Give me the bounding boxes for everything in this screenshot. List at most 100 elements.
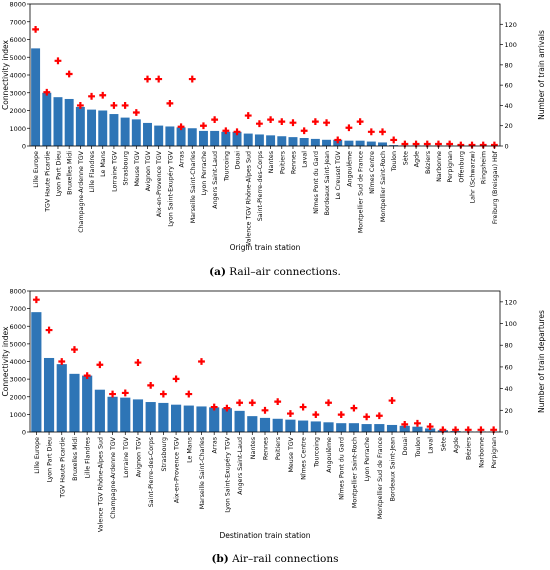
x-tick-label: Lyon Perrache bbox=[364, 437, 371, 481]
bar bbox=[120, 117, 130, 146]
marker-point bbox=[76, 102, 84, 109]
x-tick-label: Avignon TGV bbox=[135, 436, 142, 477]
bar bbox=[378, 142, 387, 146]
marker-point bbox=[256, 120, 263, 128]
bar bbox=[75, 106, 85, 146]
bar bbox=[131, 119, 141, 146]
caption-b: (b) Air–rail connections bbox=[0, 553, 550, 565]
bar bbox=[82, 375, 93, 432]
bar bbox=[285, 419, 296, 432]
x-tick-label: Strasbourg bbox=[161, 437, 168, 472]
marker-point bbox=[132, 109, 140, 116]
bar bbox=[171, 404, 182, 432]
x-tick-label: Bordeaux Saint-Jean bbox=[390, 437, 397, 501]
x-axis-label: Origin train station bbox=[230, 243, 301, 252]
y2-tick-label: 20 bbox=[505, 122, 513, 130]
marker-point bbox=[300, 127, 308, 135]
y-tick-label: 4000 bbox=[9, 358, 26, 366]
y-tick-label: 0 bbox=[22, 143, 26, 151]
bar bbox=[425, 428, 436, 432]
marker-point bbox=[198, 358, 205, 365]
y-tick-label: 7000 bbox=[9, 18, 26, 26]
chart-0: 0 1000 2000 3000 4000 5000 6000 7000 8000 0 20 40 60… bbox=[1, 1, 546, 253]
y2-tick-label: 80 bbox=[505, 342, 513, 350]
bar bbox=[143, 122, 152, 146]
x-axis-label: Destination train station bbox=[219, 531, 310, 540]
marker-point bbox=[99, 91, 107, 99]
x-tick-label: Rennes bbox=[290, 151, 297, 174]
x-tick-label: Lyon Saint-Exupéry TGV bbox=[166, 150, 174, 226]
y2-tick-label: 120 bbox=[505, 298, 517, 306]
marker-point bbox=[211, 116, 219, 124]
y-tick-label: 7000 bbox=[9, 305, 26, 313]
bar bbox=[277, 136, 287, 146]
marker-point bbox=[299, 403, 307, 411]
marker-point bbox=[144, 75, 151, 83]
x-tick-label: Angoulême bbox=[345, 151, 353, 187]
x-tick-label: Valence TGV Rhône-Alpes Sud bbox=[245, 151, 253, 246]
bar bbox=[31, 312, 42, 432]
bar bbox=[412, 426, 423, 432]
marker-point bbox=[222, 127, 230, 135]
bar bbox=[366, 141, 376, 146]
bar bbox=[43, 357, 55, 432]
bar bbox=[64, 98, 74, 146]
bar bbox=[42, 92, 52, 146]
x-tick-label: Marseille Saint-Charles bbox=[190, 151, 197, 223]
marker-point bbox=[261, 406, 269, 414]
marker-point bbox=[350, 404, 358, 412]
x-tick-label: Lyon Perrache bbox=[201, 151, 208, 195]
y2-tick-label: 100 bbox=[505, 41, 517, 49]
bar bbox=[348, 423, 359, 432]
marker-point bbox=[375, 412, 383, 420]
x-tick-label: Nîmes Centre bbox=[368, 151, 376, 194]
x-tick-label: Meuse TGV bbox=[288, 436, 295, 472]
x-tick-label: Meuse TGV bbox=[134, 150, 141, 186]
marker-point bbox=[248, 399, 256, 407]
bar bbox=[386, 424, 398, 432]
x-tick-label: Agde bbox=[414, 151, 421, 167]
bar bbox=[221, 408, 232, 432]
bar bbox=[247, 416, 258, 432]
caption-a: (a) Rail–air connections. bbox=[0, 266, 550, 278]
x-tick-label: Laval bbox=[302, 151, 309, 168]
x-tick-label: Nantes bbox=[268, 151, 275, 173]
y-tick-label: 5000 bbox=[9, 54, 26, 62]
y-tick-label: 1000 bbox=[9, 411, 26, 419]
bar bbox=[56, 364, 67, 432]
bar bbox=[165, 126, 175, 146]
marker-point bbox=[147, 381, 155, 389]
bar bbox=[158, 402, 169, 432]
marker-point bbox=[401, 421, 409, 428]
x-tick-label: Montpellier Saint-Roch bbox=[380, 151, 387, 222]
marker-point bbox=[274, 398, 282, 406]
marker-point bbox=[390, 136, 398, 144]
x-tick-label: Nîmes Pont du Gard bbox=[312, 151, 320, 214]
marker-point bbox=[32, 296, 40, 304]
y-tick-label: 0 bbox=[22, 429, 26, 437]
marker-point bbox=[278, 118, 286, 126]
y2-axis-label: Number of train arrivals bbox=[537, 30, 546, 120]
x-tick-label: Sète bbox=[401, 151, 409, 165]
marker-point bbox=[289, 119, 297, 127]
y2-tick-label: 0 bbox=[505, 429, 509, 437]
bar bbox=[183, 405, 194, 432]
marker-point bbox=[267, 116, 274, 124]
caption-a-text: Rail–air connections. bbox=[229, 266, 341, 278]
marker-point bbox=[88, 92, 95, 100]
x-tick-label: Arras bbox=[179, 151, 186, 168]
marker-point bbox=[414, 419, 421, 427]
bar bbox=[87, 109, 97, 146]
x-tick-label: Lorraine TGV bbox=[123, 436, 130, 478]
bar bbox=[232, 131, 242, 146]
x-tick-label: Angers Saint-Laud bbox=[212, 151, 219, 209]
bar bbox=[221, 131, 231, 146]
y-tick-label: 1000 bbox=[9, 125, 26, 133]
bar bbox=[31, 48, 41, 146]
bar bbox=[310, 421, 321, 432]
marker-point bbox=[426, 423, 434, 430]
marker-point bbox=[109, 390, 116, 398]
x-tick-label: Angoulême bbox=[325, 437, 333, 473]
x-tick-label: Arras bbox=[212, 437, 219, 454]
x-tick-label: Champagne-Ardenne TGV bbox=[78, 150, 85, 232]
